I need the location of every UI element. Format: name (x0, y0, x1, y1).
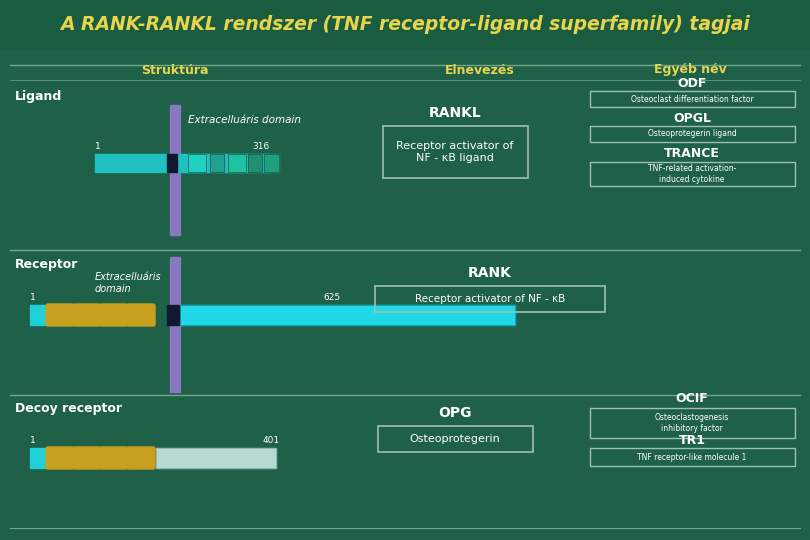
Bar (180, 305, 515, 325)
Bar (375, 286, 605, 312)
Bar (170, 105, 180, 235)
Bar (590, 448, 795, 466)
Text: Osteoclast differentiation factor: Osteoclast differentiation factor (631, 94, 753, 104)
Text: ODF: ODF (677, 77, 706, 90)
FancyBboxPatch shape (100, 304, 128, 326)
Bar (228, 154, 246, 172)
Text: Receptor: Receptor (15, 258, 79, 271)
Bar (30, 305, 45, 325)
Bar (210, 154, 224, 172)
Text: 401: 401 (263, 436, 280, 445)
Text: 1: 1 (95, 142, 100, 151)
Text: Osteoprotegerin ligand: Osteoprotegerin ligand (648, 130, 736, 138)
Bar (383, 126, 528, 178)
Bar (378, 426, 533, 452)
Text: OPGL: OPGL (673, 112, 711, 125)
Bar (156, 448, 276, 468)
Bar (228, 154, 246, 172)
FancyBboxPatch shape (73, 447, 101, 469)
Bar (248, 154, 262, 172)
Text: 625: 625 (323, 293, 340, 302)
Text: Ligand: Ligand (15, 90, 62, 103)
Bar (590, 126, 795, 142)
Bar (210, 154, 224, 172)
Bar (264, 154, 279, 172)
FancyBboxPatch shape (100, 447, 128, 469)
Bar (180, 305, 515, 325)
Bar (264, 154, 279, 172)
Text: 316: 316 (253, 142, 270, 151)
Bar (590, 91, 795, 107)
Bar (170, 257, 180, 392)
Bar (188, 154, 206, 172)
FancyBboxPatch shape (127, 304, 155, 326)
Bar (188, 154, 206, 172)
Bar (0, 0, 810, 50)
Text: 1: 1 (30, 436, 36, 445)
Text: Elnevezés: Elnevezés (446, 64, 515, 77)
Bar (590, 408, 795, 438)
Text: TR1: TR1 (679, 434, 706, 447)
Text: TNF receptor-like molecule 1: TNF receptor-like molecule 1 (637, 453, 747, 462)
Text: Osteoclastogenesis
inhibitory factor: Osteoclastogenesis inhibitory factor (654, 413, 729, 433)
Bar (30, 448, 45, 468)
FancyBboxPatch shape (73, 304, 101, 326)
Text: Receptor activator of
NF - κB ligand: Receptor activator of NF - κB ligand (396, 141, 514, 163)
Bar (156, 448, 276, 468)
Text: TNF-related activation-
induced cytokine: TNF-related activation- induced cytokine (648, 164, 736, 184)
Text: Extracelluáris
domain: Extracelluáris domain (95, 272, 162, 294)
Text: 1: 1 (30, 293, 36, 302)
Text: OCIF: OCIF (676, 392, 709, 405)
Text: Struktúra: Struktúra (141, 64, 209, 77)
Text: OPG: OPG (438, 406, 471, 420)
FancyBboxPatch shape (127, 447, 155, 469)
Bar (590, 162, 795, 186)
Bar (167, 154, 177, 172)
Text: Egyéb név: Egyéb név (654, 64, 727, 77)
Text: Extracelluáris domain: Extracelluáris domain (188, 115, 301, 125)
Bar (95, 154, 270, 172)
Text: A RANK-RANKL rendszer (TNF receptor-ligand superfamily) tagjai: A RANK-RANKL rendszer (TNF receptor-liga… (60, 16, 750, 35)
Text: RANK: RANK (468, 266, 512, 280)
Text: TRANCE: TRANCE (664, 147, 720, 160)
FancyBboxPatch shape (46, 447, 74, 469)
Text: RANKL: RANKL (428, 106, 481, 120)
Bar (167, 305, 179, 325)
Text: Decoy receptor: Decoy receptor (15, 402, 122, 415)
Text: Receptor activator of NF - κB: Receptor activator of NF - κB (415, 294, 565, 304)
Bar (248, 154, 262, 172)
Text: Osteoprotegerin: Osteoprotegerin (410, 434, 501, 444)
FancyBboxPatch shape (46, 304, 74, 326)
